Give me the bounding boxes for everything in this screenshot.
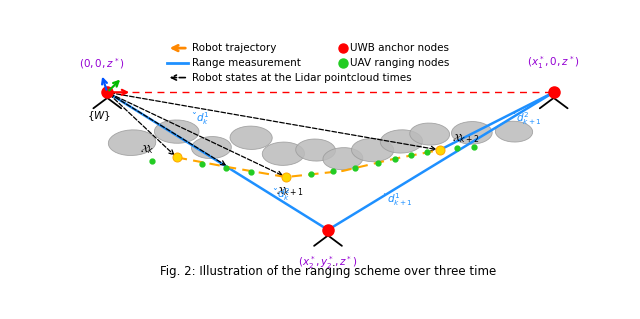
Text: $(x_1^*, 0, z^*)$: $(x_1^*, 0, z^*)$ <box>527 55 580 71</box>
Ellipse shape <box>191 137 231 159</box>
Ellipse shape <box>323 148 363 170</box>
Ellipse shape <box>230 126 272 149</box>
Ellipse shape <box>262 142 305 165</box>
Ellipse shape <box>108 130 156 155</box>
Text: UAV ranging nodes: UAV ranging nodes <box>350 58 450 68</box>
Text: $(0, 0, z^*)$: $(0, 0, z^*)$ <box>79 57 125 71</box>
Ellipse shape <box>351 138 394 162</box>
Ellipse shape <box>380 130 422 153</box>
Ellipse shape <box>296 139 335 161</box>
Text: $\check{d}_k^1$: $\check{d}_k^1$ <box>191 110 209 127</box>
Ellipse shape <box>495 121 532 142</box>
Ellipse shape <box>451 122 492 144</box>
Text: $\check{d}_{k+1}^2$: $\check{d}_{k+1}^2$ <box>511 110 541 127</box>
Text: $\check{d}_{k+1}^1$: $\check{d}_{k+1}^1$ <box>383 191 412 208</box>
Text: $\mathcal{X}_{k+1}$: $\mathcal{X}_{k+1}$ <box>276 184 304 198</box>
Ellipse shape <box>410 123 449 145</box>
Ellipse shape <box>154 120 199 143</box>
Text: Robot trajectory: Robot trajectory <box>191 43 276 53</box>
Text: Fig. 2: Illustration of the ranging scheme over three time: Fig. 2: Illustration of the ranging sche… <box>160 265 496 278</box>
Text: $(x_2^*, y_2^*, z^*)$: $(x_2^*, y_2^*, z^*)$ <box>298 255 358 271</box>
Text: $\mathcal{X}_{k+2}$: $\mathcal{X}_{k+2}$ <box>452 131 480 145</box>
Text: Robot states at the Lidar pointcloud times: Robot states at the Lidar pointcloud tim… <box>191 73 412 83</box>
Text: $\mathcal{X}_k$: $\mathcal{X}_k$ <box>140 143 154 156</box>
Text: $\check{d}_k^2$: $\check{d}_k^2$ <box>273 186 291 203</box>
Text: $\{W\}$: $\{W\}$ <box>88 109 111 123</box>
Text: UWB anchor nodes: UWB anchor nodes <box>350 43 449 53</box>
Text: Range measurement: Range measurement <box>191 58 300 68</box>
